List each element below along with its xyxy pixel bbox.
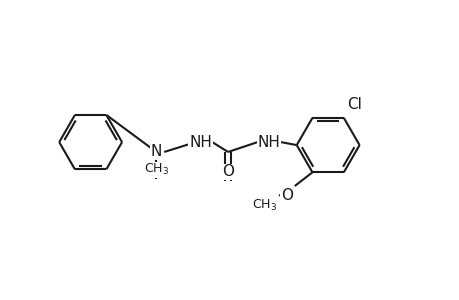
Text: Cl: Cl bbox=[346, 97, 361, 112]
Text: O: O bbox=[280, 188, 292, 203]
Text: N: N bbox=[151, 145, 162, 160]
Text: NH: NH bbox=[257, 135, 280, 150]
Text: CH$_3$: CH$_3$ bbox=[144, 162, 168, 178]
Text: CH$_3$: CH$_3$ bbox=[252, 198, 276, 213]
Text: NH: NH bbox=[189, 135, 212, 150]
Text: O: O bbox=[222, 164, 234, 179]
